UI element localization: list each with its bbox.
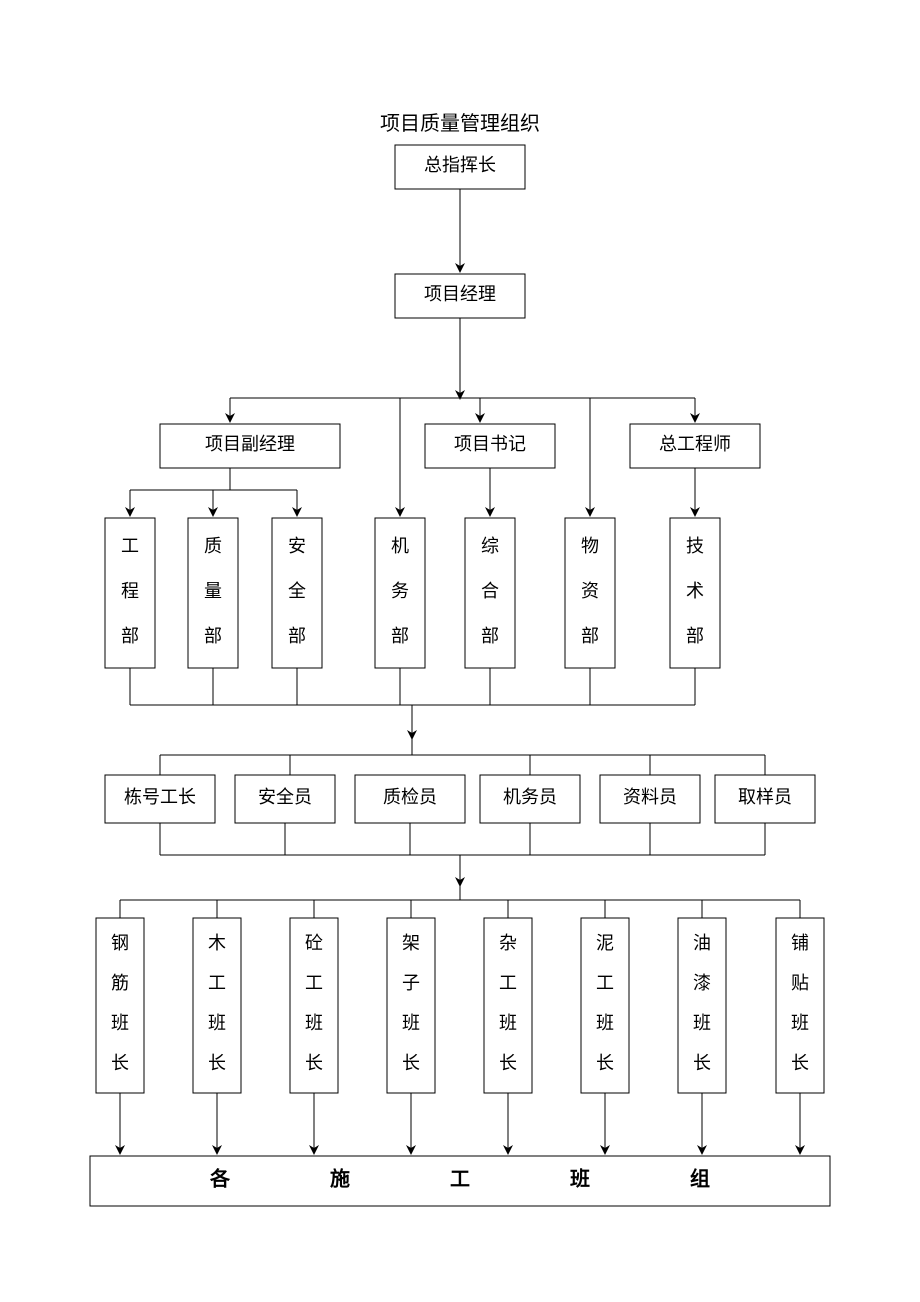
d: 部 [204,626,222,646]
l: 长 [791,1053,809,1073]
label-chief-eng: 总工程师 [659,434,731,454]
l: 班 [791,1013,809,1033]
l: 长 [693,1053,711,1073]
l: 钢 [111,933,129,953]
d: 综 [481,536,499,556]
d: 资 [581,581,599,601]
d: 术 [686,581,704,601]
d: 程 [121,581,139,601]
l: 子 [402,973,420,993]
label-pm: 项目经理 [424,284,496,304]
l: 班 [208,1013,226,1033]
l: 班 [111,1013,129,1033]
l: 班 [596,1013,614,1033]
l: 工 [499,973,517,993]
l: 班 [693,1013,711,1033]
leads-row: 钢 筋 班 长 木 工 班 长 砼 工 班 长 架 子 班 长 杂 工 班 长 … [96,900,824,1093]
l: 砼 [305,933,323,953]
s: 取样员 [738,787,792,807]
s: 机务员 [503,787,557,807]
l: 长 [402,1053,420,1073]
f: 工 [450,1169,470,1191]
l: 泥 [596,933,614,953]
s: 安全员 [258,787,312,807]
l: 木 [208,933,226,953]
d: 技 [686,536,704,556]
d: 全 [288,581,306,601]
d: 安 [288,536,306,556]
l: 油 [693,933,711,953]
s: 栋号工长 [124,787,196,807]
l: 工 [208,973,226,993]
d: 质 [204,536,222,556]
d: 量 [204,581,222,601]
l: 铺 [791,933,809,953]
d: 合 [481,581,499,601]
l: 筋 [111,973,129,993]
d: 务 [391,581,409,601]
f: 各 [209,1167,231,1191]
org-chart: 项目质量管理组织 总指挥长 项目经理 项目副经理 项目书记 总工程师 工 程 部… [0,0,920,1302]
l: 漆 [693,973,711,993]
d: 部 [288,626,306,646]
d: 部 [581,626,599,646]
l: 杂 [499,933,517,953]
l: 长 [208,1053,226,1073]
l: 长 [111,1053,129,1073]
s: 质检员 [383,787,437,807]
l: 长 [499,1053,517,1073]
dept-row: 工 程 部 质 量 部 安 全 部 机 务 部 综 合 部 物 资 部 技 术 … [105,518,720,668]
label-commander: 总指挥长 [424,155,496,175]
d: 部 [391,626,409,646]
chart-title: 项目质量管理组织 [380,112,540,135]
d: 部 [481,626,499,646]
d: 部 [121,626,139,646]
f: 组 [690,1167,710,1191]
l: 长 [305,1053,323,1073]
l: 贴 [791,973,809,993]
label-secretary: 项目书记 [454,434,526,454]
l: 班 [499,1013,517,1033]
l: 架 [402,933,420,953]
l: 工 [596,973,614,993]
label-deputy: 项目副经理 [205,434,295,454]
d: 机 [391,536,409,556]
staff-row: 栋号工长 安全员 质检员 机务员 资料员 取样员 [105,755,815,823]
d: 工 [121,536,139,556]
l: 班 [305,1013,323,1033]
d: 物 [581,536,599,556]
l: 班 [402,1013,420,1033]
f: 施 [330,1167,350,1191]
d: 部 [686,626,704,646]
s: 资料员 [623,787,677,807]
f: 班 [570,1168,590,1191]
l: 长 [596,1053,614,1073]
l: 工 [305,973,323,993]
